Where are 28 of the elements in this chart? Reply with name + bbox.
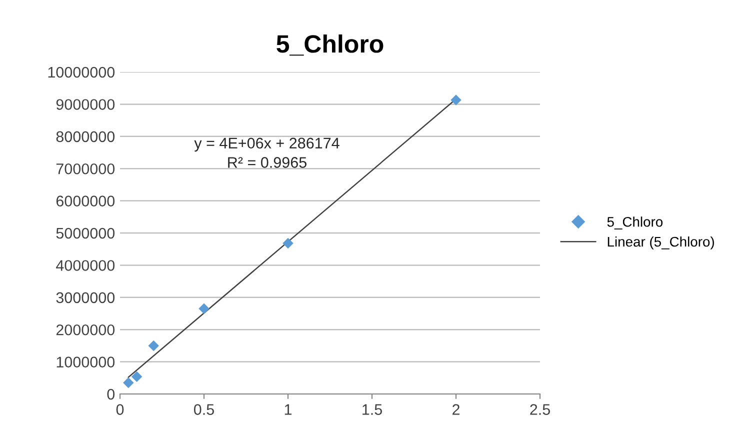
x-tick-label: 0.5 — [194, 404, 214, 415]
point — [198, 303, 210, 314]
y-tick-label: 8000000 — [56, 131, 115, 142]
annotation: y = 4E+06x + 286174 — [194, 138, 340, 152]
point — [450, 94, 462, 106]
legend-label: 5_Chloro — [607, 216, 663, 230]
y-tick-label: 7000000 — [56, 163, 115, 174]
y-tick-label: 1000000 — [56, 356, 115, 368]
y-tick-label: 10000000 — [48, 66, 115, 78]
x-tick-label: 2.5 — [530, 404, 550, 415]
x-tick-label: 1.5 — [362, 404, 382, 415]
legend-label: Linear (5_Chloro) — [608, 236, 714, 250]
y-tick-label: 0 — [107, 388, 115, 400]
y-tick-label: 3000000 — [56, 292, 115, 304]
x-tick-label: 2 — [452, 404, 460, 415]
y-tick-label: 5000000 — [56, 228, 115, 239]
x-tick-label: 1 — [284, 404, 292, 415]
y-tick-label: 6000000 — [56, 196, 115, 206]
annotation: R² = 0.9965 — [228, 157, 306, 168]
chart-title: 5_Chloro — [276, 34, 384, 56]
y-tick-label: 4000000 — [56, 260, 115, 271]
y-tick-label: 2000000 — [56, 324, 115, 336]
point — [131, 371, 142, 382]
x-tick-label: 0 — [116, 404, 124, 415]
point — [282, 238, 294, 249]
point — [123, 377, 134, 388]
y-tick-label: 9000000 — [56, 99, 115, 110]
point — [148, 340, 159, 352]
